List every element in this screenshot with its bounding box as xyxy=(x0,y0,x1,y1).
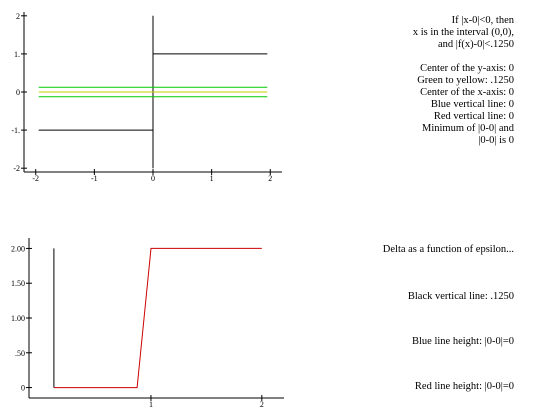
x-tick-label: 1 xyxy=(149,400,153,409)
note-line: Center of the x-axis: 0 xyxy=(420,87,514,98)
y-tick-label: 1. xyxy=(14,50,20,59)
x-tick-label: -2 xyxy=(32,174,39,183)
note-line: Blue vertical line: 0 xyxy=(430,99,514,110)
y-tick-label: 2.00 xyxy=(11,244,25,253)
blue-line-note: Blue line height: |0-0|=0 xyxy=(412,336,514,347)
x-tick-label: 1 xyxy=(210,174,214,183)
y-tick-label: 0 xyxy=(21,384,25,393)
top-notes: If |x-0|<0, then x is in the interval (0… xyxy=(413,15,514,147)
y-tick-label: 1.50 xyxy=(11,279,25,288)
red-line-note: Red line height: |0-0|=0 xyxy=(414,381,514,392)
note-line: Red vertical line: 0 xyxy=(433,111,514,122)
note-line: x is in the interval (0,0), xyxy=(412,27,514,38)
top-chart: 2 1. 0 -1. -2 -2 -1 0 1 2 xyxy=(11,12,282,183)
x-tick-label: -1 xyxy=(91,174,98,183)
x-tick-label: 2 xyxy=(260,400,264,409)
y-tick-label: .50 xyxy=(15,349,25,358)
y-tick-label: -1. xyxy=(11,126,20,135)
bottom-chart: 2.00 1.50 1.00 .50 0 1 2 xyxy=(11,238,284,409)
bottom-title: Delta as a function of epsilon... xyxy=(382,244,514,255)
y-tick-label: 0 xyxy=(16,88,20,97)
note-line: Green to yellow: .1250 xyxy=(417,75,514,86)
note-line: Minimum of |0-0| and xyxy=(422,123,514,134)
black-line-note: Black vertical line: .1250 xyxy=(407,291,514,302)
x-tick-label: 0 xyxy=(151,174,155,183)
series-line xyxy=(53,247,262,389)
note-line: Center of the y-axis: 0 xyxy=(420,63,514,74)
note-line: If |x-0|<0, then xyxy=(451,15,514,26)
y-tick-label: 1.00 xyxy=(11,314,25,323)
x-tick-label: 2 xyxy=(268,174,272,183)
y-tick-label: -2 xyxy=(13,164,20,173)
note-line: and |f(x)-0|<.1250 xyxy=(437,39,514,50)
y-tick-label: 2 xyxy=(16,12,20,21)
note-line: |0-0| is 0 xyxy=(478,135,514,146)
